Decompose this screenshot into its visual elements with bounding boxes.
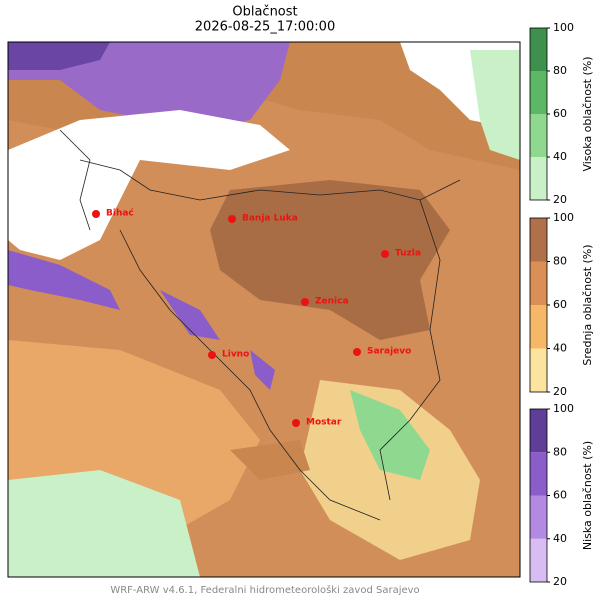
colorbar-band: [530, 28, 547, 71]
colorbar-tick-label: 60: [553, 107, 567, 120]
colorbar-tick-label: 20: [553, 385, 567, 398]
colorbar-band: [530, 348, 547, 392]
colorbar-tick-label: 100: [553, 402, 574, 415]
colorbar-band: [530, 114, 547, 157]
colorbar-label: Niska oblačnost (%): [581, 441, 594, 550]
city-marker: [292, 419, 300, 427]
city-marker: [301, 298, 309, 306]
colorbar-tick-label: 100: [553, 21, 574, 34]
city-label: Sarajevo: [367, 347, 411, 357]
subtitle: 2026-08-25_17:00:00: [195, 20, 335, 35]
colorbar-tick-label: 20: [553, 193, 567, 206]
colorbar-band: [530, 218, 547, 262]
colorbar-band: [530, 538, 547, 582]
colorbar-tick-label: 100: [553, 211, 574, 224]
colorbar-tick-label: 40: [553, 150, 567, 163]
map-frame: [7, 41, 521, 578]
colorbar-band: [530, 452, 547, 496]
colorbar-band: [530, 71, 547, 114]
city-marker: [208, 351, 216, 359]
colorbar-tick-label: 60: [553, 489, 567, 502]
city-marker: [381, 250, 389, 258]
colorbar-band: [530, 305, 547, 349]
city-label: Bihać: [106, 208, 134, 219]
colorbar-tick-label: 80: [553, 255, 567, 268]
city-marker: [228, 215, 236, 223]
title: Oblačnost: [232, 5, 297, 20]
colorbar-tick-label: 80: [553, 445, 567, 458]
colorbar-label: Visoka oblačnost (%): [581, 56, 594, 171]
map: [8, 42, 520, 577]
city-label: Zenica: [315, 297, 349, 307]
city-label: Tuzla: [395, 249, 421, 259]
city-marker: [353, 348, 361, 356]
colorbar-tick-label: 60: [553, 298, 567, 311]
colorbar-band: [530, 261, 547, 305]
colorbar-tick-label: 40: [553, 532, 567, 545]
city-marker: [92, 210, 100, 218]
city-label: Banja Luka: [242, 214, 298, 224]
city-label: Mostar: [306, 418, 342, 428]
colorbar-band: [530, 495, 547, 539]
borders: [59, 129, 461, 521]
city-label: Livno: [222, 350, 249, 360]
colorbar-tick-label: 40: [553, 342, 567, 355]
colorbar-tick-label: 20: [553, 575, 567, 588]
colorbar-band: [530, 157, 547, 200]
colorbar-band: [530, 409, 547, 453]
colorbar-label: Srednja oblačnost (%): [581, 244, 594, 365]
footer: WRF-ARW v4.6.1, Federalni hidrometeorolo…: [110, 584, 419, 596]
colorbar-tick-label: 80: [553, 64, 567, 77]
